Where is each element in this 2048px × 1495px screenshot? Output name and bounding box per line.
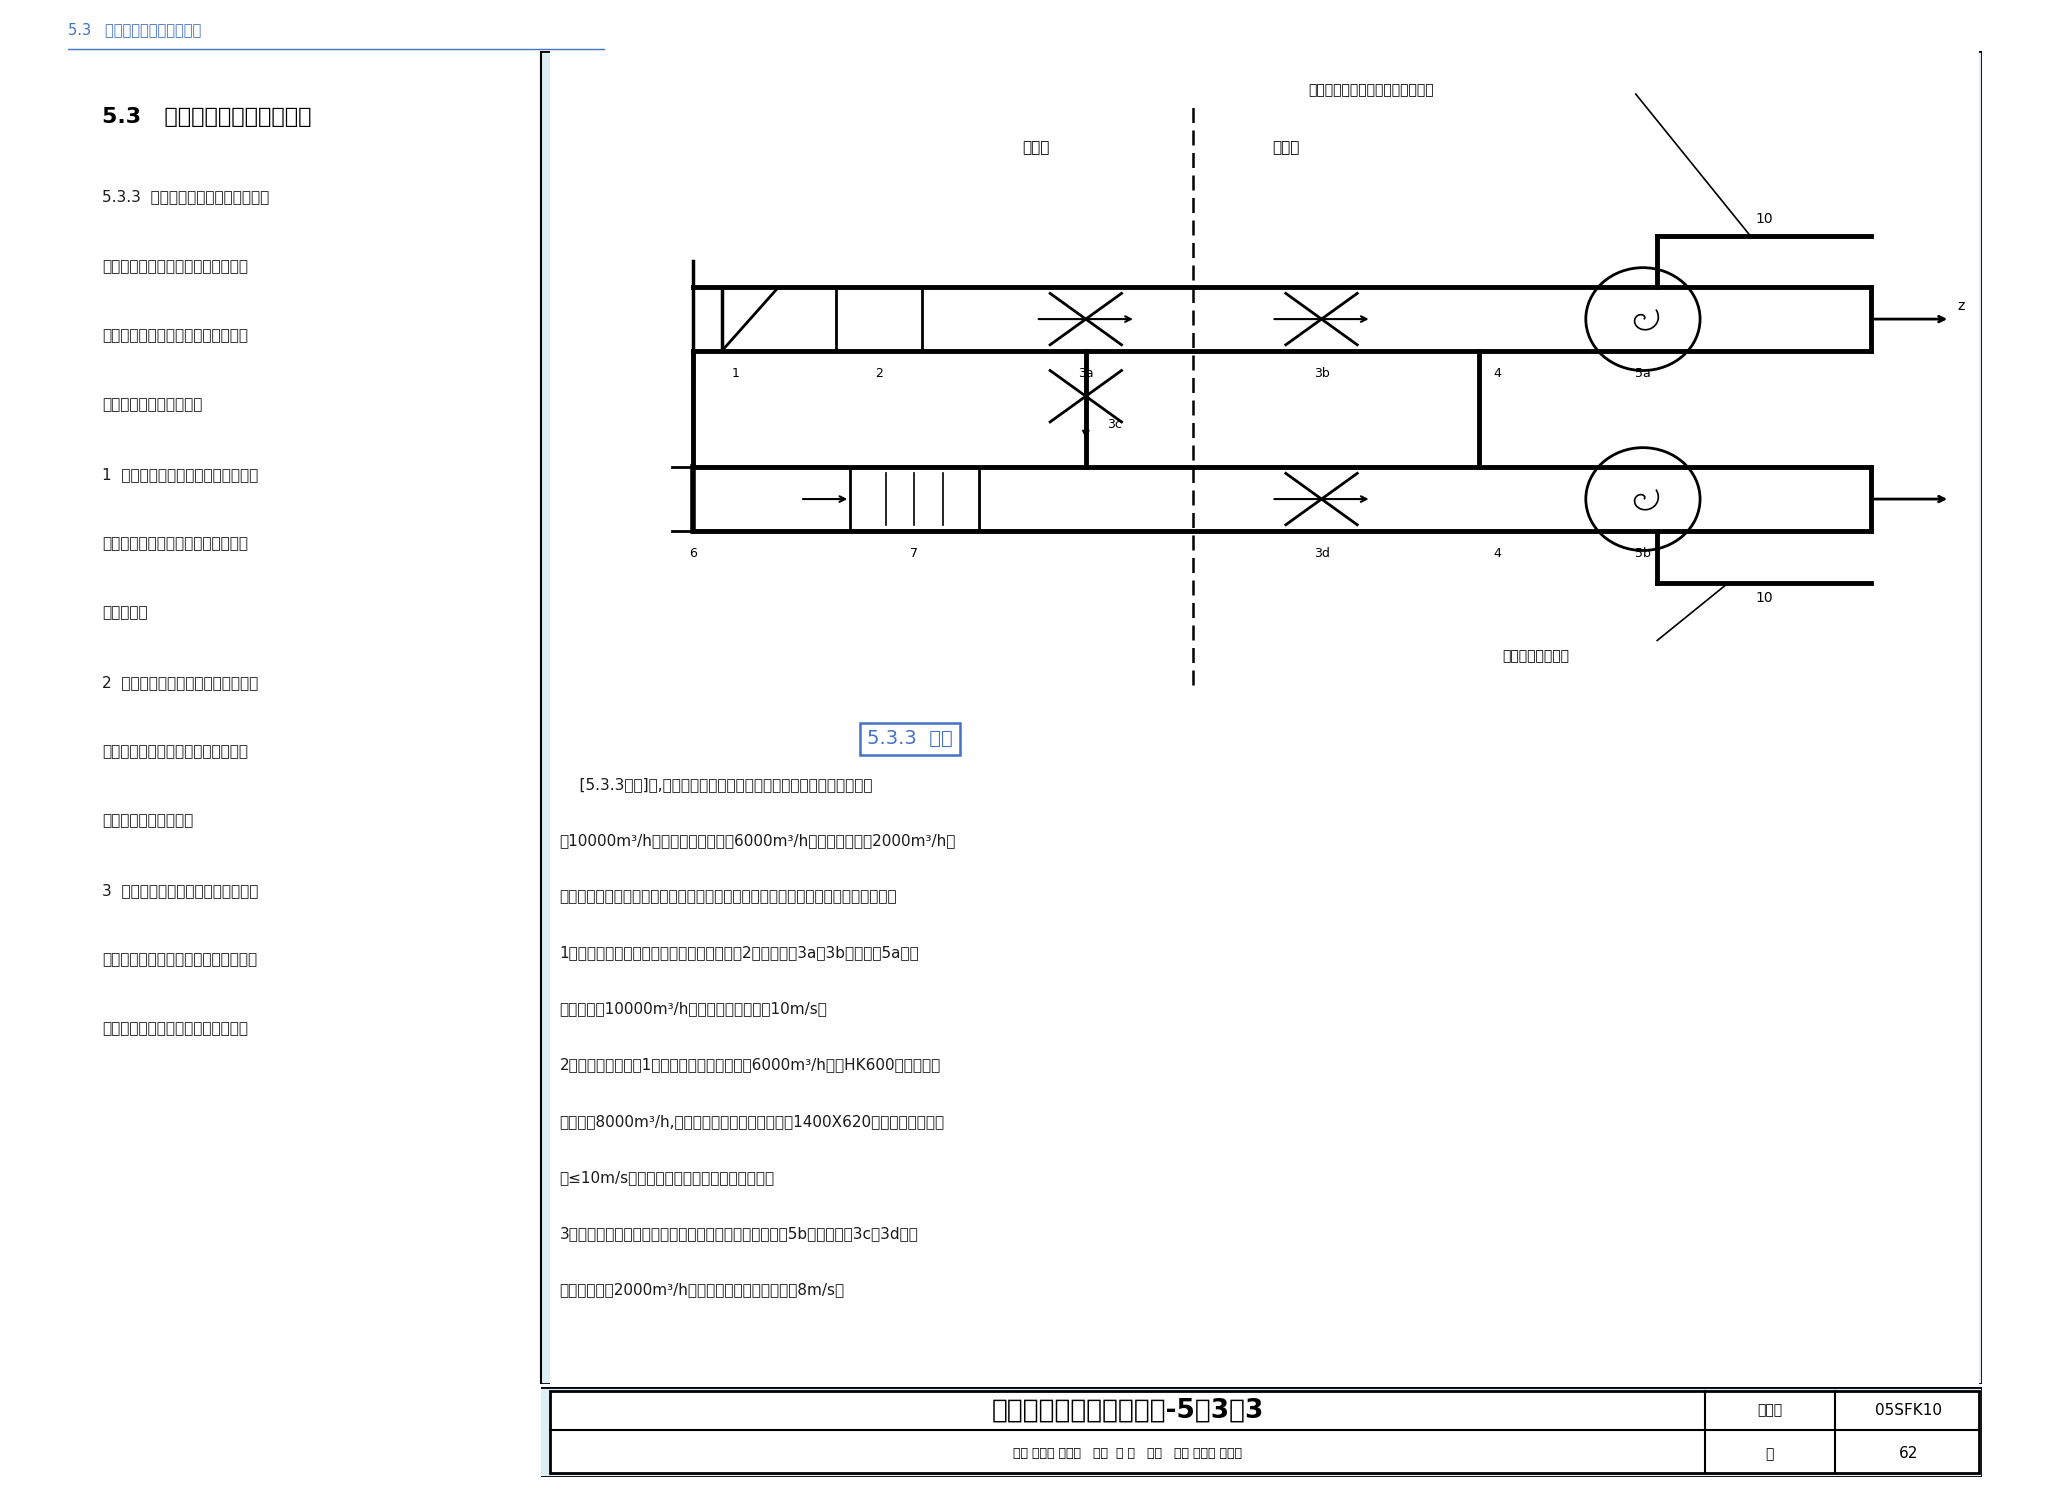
Text: 2: 2 xyxy=(874,366,883,380)
Text: 3b: 3b xyxy=(1313,366,1329,380)
Bar xyxy=(68,51,541,1384)
Text: 05SFK10: 05SFK10 xyxy=(1876,1404,1942,1419)
Text: 5.3.3  图示: 5.3.3 图示 xyxy=(866,730,952,749)
Text: 滤毒风机、滤毒通风管及密闭阀门。: 滤毒风机、滤毒通风管及密闭阀门。 xyxy=(102,1021,248,1036)
Text: 6: 6 xyxy=(688,547,696,561)
Text: 3d: 3d xyxy=(1313,547,1329,561)
Text: 5.3.3  防空地下室平时和战时合用一: 5.3.3 防空地下室平时和战时合用一 xyxy=(102,190,268,205)
Text: 3、战时滤毒式通风管的管径、过滤吸收器、滤毒式风机5b及密闭阀门3c、3d根据: 3、战时滤毒式通风管的管径、过滤吸收器、滤毒式风机5b及密闭阀门3c、3d根据 xyxy=(559,1226,920,1241)
Text: 3a: 3a xyxy=(1077,366,1094,380)
Text: 图集号: 图集号 xyxy=(1757,1404,1782,1417)
Text: 审核 耿世彤 耿世彤   校对  范 勇   龙多   设计 杨盛旭 杨盛旭: 审核 耿世彤 耿世彤 校对 范 勇 龙多 设计 杨盛旭 杨盛旭 xyxy=(1014,1447,1241,1461)
Text: 页: 页 xyxy=(1765,1447,1774,1461)
Text: 1、平时与战时清洁式新风管的管径、粗滤器2、密闭阀门3a、3b和新风机5a根据: 1、平时与战时清洁式新风管的管径、粗滤器2、密闭阀门3a、3b和新风机5a根据 xyxy=(559,946,920,961)
Text: 1: 1 xyxy=(731,366,739,380)
Text: 7: 7 xyxy=(911,547,918,561)
Text: 清洁区: 清洁区 xyxy=(1272,141,1300,155)
Text: 平时通风量进行校核；: 平时通风量进行校核； xyxy=(102,813,193,828)
Text: 定选用通风和防护设备。: 定选用通风和防护设备。 xyxy=(102,398,203,413)
Text: 4: 4 xyxy=(1493,366,1501,380)
Bar xyxy=(551,51,1978,1384)
Text: 个通风系统时，应按平时和战时工况: 个通风系统时，应按平时和战时工况 xyxy=(102,259,248,274)
Bar xyxy=(68,1387,541,1477)
Text: [5.3.3图示]中,防空地下室平时与战时共用一套通风系统。平时新风: [5.3.3图示]中,防空地下室平时与战时共用一套通风系统。平时新风 xyxy=(559,777,872,792)
Text: 机等设备；: 机等设备； xyxy=(102,605,147,620)
Bar xyxy=(836,287,922,351)
Bar xyxy=(850,466,979,531)
Text: 分别计算系统的新风量，并按下列规: 分别计算系统的新风量，并按下列规 xyxy=(102,329,248,344)
Text: 战时滤毒式通风管: 战时滤毒式通风管 xyxy=(1503,649,1569,662)
Text: 最大风量8000m³/h,平时活门打开，新风从门洞（1400X620）中进入，平时风: 最大风量8000m³/h,平时活门打开，新风从门洞（1400X620）中进入，平… xyxy=(559,1114,944,1129)
Text: 3c: 3c xyxy=(1108,419,1122,432)
Bar xyxy=(551,1390,1978,1474)
Text: 5.3   平战结合及平战功能转换: 5.3 平战结合及平战功能转换 xyxy=(102,106,311,127)
Text: 1  按最大的计算新风量选用清洁通风: 1 按最大的计算新风量选用清洁通风 xyxy=(102,466,258,481)
Text: 其中平时新风管和战时清洁式通风管共用通风管道。在设计风管时应注意以下几点：: 其中平时新风管和战时清洁式通风管共用通风管道。在设计风管时应注意以下几点： xyxy=(559,890,897,904)
Text: 速≤10m/s，经校核满足平时及战时通风要求。: 速≤10m/s，经校核满足平时及战时通风要求。 xyxy=(559,1169,774,1184)
Text: 3  按战时滤毒通风的计算新风量选用: 3 按战时滤毒通风的计算新风量选用 xyxy=(102,884,258,898)
Text: 4: 4 xyxy=(1493,547,1501,561)
Text: 滤毒式新风量2000m³/h选取，风管内风速不应大于8m/s。: 滤毒式新风量2000m³/h选取，风管内风速不应大于8m/s。 xyxy=(559,1281,846,1296)
Text: 2、门式防爆波活门1应根据战时清洁式新风量6000m³/h选取HK600型，安全区: 2、门式防爆波活门1应根据战时清洁式新风量6000m³/h选取HK600型，安全… xyxy=(559,1057,940,1072)
Text: 滤毒进（排）风管路上的过滤吸收器、: 滤毒进（排）风管路上的过滤吸收器、 xyxy=(102,952,258,967)
Text: 5a: 5a xyxy=(1634,366,1651,380)
Text: 5b: 5b xyxy=(1634,547,1651,561)
Text: 平战结合及平战功能转换-5．3．3: 平战结合及平战功能转换-5．3．3 xyxy=(991,1398,1264,1423)
Text: 染毒区: 染毒区 xyxy=(1022,141,1049,155)
Text: 量10000m³/h，战时清洁式新风量6000m³/h，滤毒式新风量2000m³/h。: 量10000m³/h，战时清洁式新风量6000m³/h，滤毒式新风量2000m³… xyxy=(559,834,956,849)
Text: 62: 62 xyxy=(1898,1446,1919,1461)
Text: z: z xyxy=(1958,299,1964,312)
Text: 最大新风量10000m³/h选取，风速不宜大于10m/s；: 最大新风量10000m³/h选取，风速不宜大于10m/s； xyxy=(559,1002,827,1017)
Text: 门式防爆波活门，并按门扇开启时的: 门式防爆波活门，并按门扇开启时的 xyxy=(102,745,248,759)
Text: 10: 10 xyxy=(1755,212,1774,226)
Text: 平时风管与战时清洁式通风管共用: 平时风管与战时清洁式通风管共用 xyxy=(1309,84,1434,97)
Text: 2  按战时清洁通风的计算新风量选用: 2 按战时清洁通风的计算新风量选用 xyxy=(102,674,258,689)
Text: 10: 10 xyxy=(1755,591,1774,605)
Text: 5.3   平战结合及平战功能转换: 5.3 平战结合及平战功能转换 xyxy=(68,22,201,37)
Text: 管管径、粗过滤器、密闭阀门和通风: 管管径、粗过滤器、密闭阀门和通风 xyxy=(102,537,248,552)
